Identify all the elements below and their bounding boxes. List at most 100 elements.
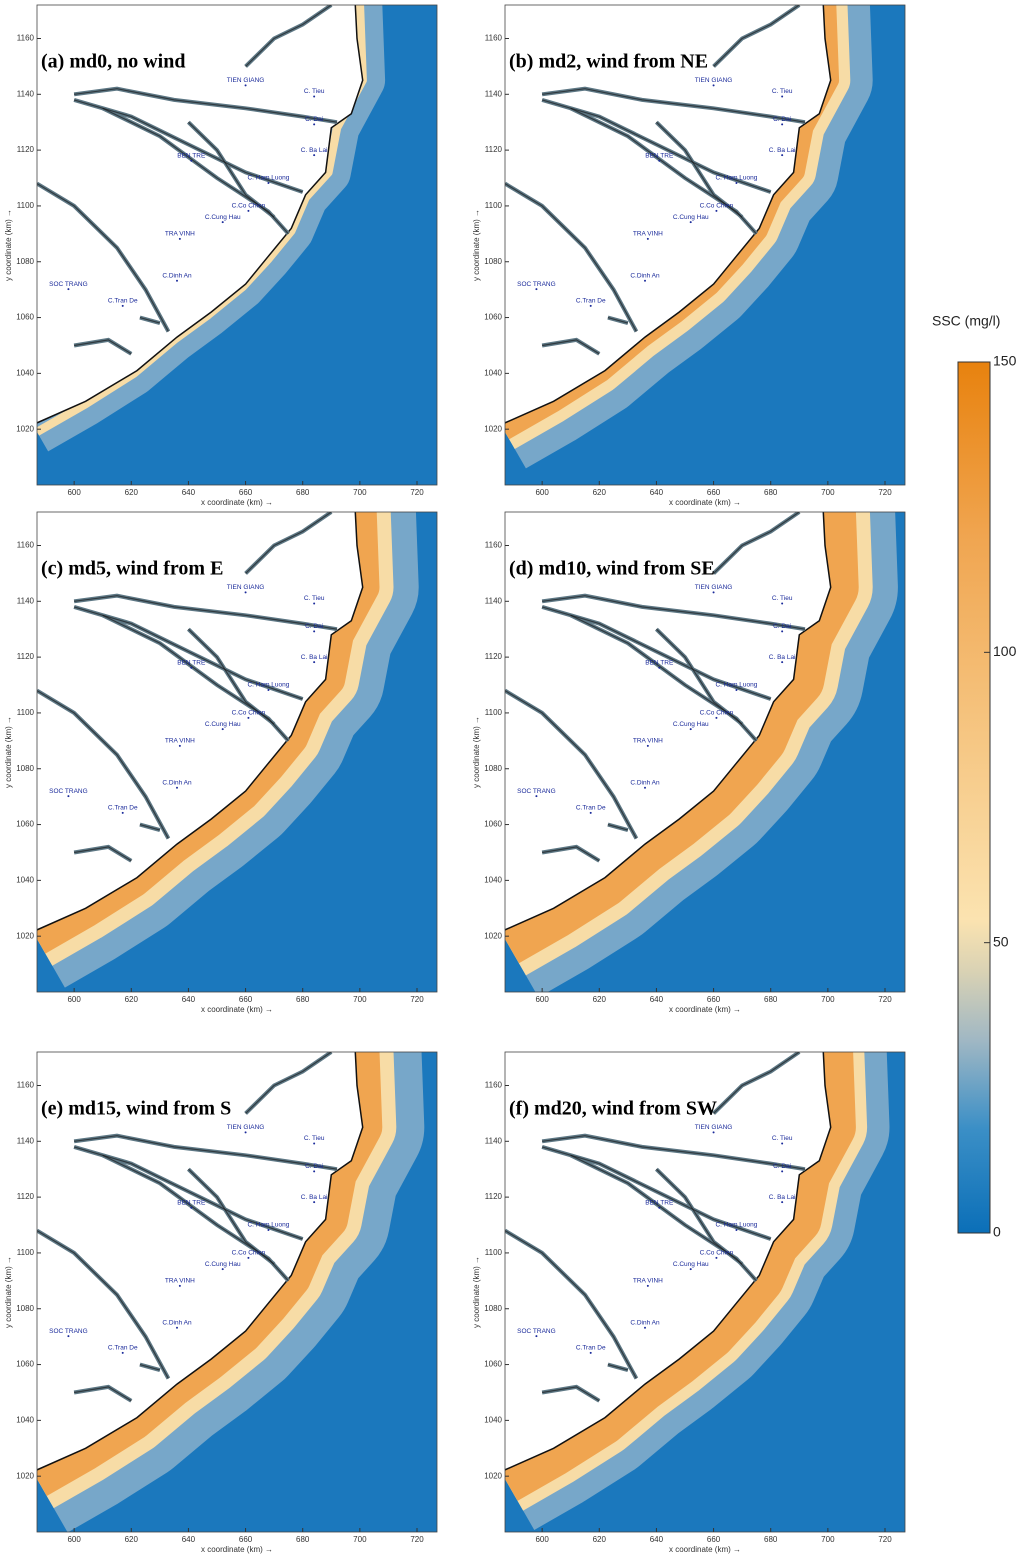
place-dot bbox=[221, 728, 224, 731]
y-tick-label: 1080 bbox=[484, 1304, 502, 1313]
river-bank bbox=[187, 628, 275, 725]
y-axis-label: y coordinate (km) → bbox=[472, 209, 481, 281]
place-label: C. Dai bbox=[773, 116, 791, 123]
place-label: C. Ba Lai bbox=[769, 654, 796, 661]
x-tick-label: 640 bbox=[650, 995, 664, 1004]
y-tick-label: 1060 bbox=[484, 1360, 502, 1369]
place-label: TRA VINH bbox=[165, 1278, 195, 1285]
y-tick-label: 1080 bbox=[16, 764, 34, 773]
place-dot bbox=[121, 1351, 124, 1354]
place-dot bbox=[589, 1351, 592, 1354]
place-dot bbox=[689, 728, 692, 731]
place-label: C.Co Chien bbox=[232, 710, 266, 717]
place-dot bbox=[178, 744, 181, 747]
x-axis-label: x coordinate (km) → bbox=[201, 1545, 273, 1554]
y-tick-label: 1120 bbox=[17, 145, 35, 154]
y-axis-label: y coordinate (km) → bbox=[4, 209, 13, 281]
river-bank bbox=[655, 1168, 743, 1265]
place-dot bbox=[735, 182, 738, 185]
place-dot bbox=[644, 786, 646, 789]
place-label: TIEN GIANG bbox=[227, 584, 265, 591]
x-axis-label: x coordinate (km) → bbox=[669, 498, 741, 507]
place-dot bbox=[658, 1206, 661, 1209]
place-dot bbox=[715, 1256, 718, 1259]
y-tick-label: 1140 bbox=[17, 1136, 35, 1145]
place-dot bbox=[781, 123, 784, 126]
y-tick-label: 1040 bbox=[484, 1415, 502, 1424]
place-label: C. Tieu bbox=[304, 1135, 325, 1142]
place-label: TIEN GIANG bbox=[695, 584, 733, 591]
panel-frame bbox=[36, 511, 438, 993]
place-label: C.Dinh An bbox=[630, 779, 660, 786]
map-area: TIEN GIANG C. Tieu C. Dai BEN TRE C. Ba Lai C… bbox=[37, 1052, 437, 1532]
y-tick-label: 1020 bbox=[484, 1471, 502, 1480]
x-tick-label: 600 bbox=[535, 1535, 549, 1544]
river-bank bbox=[607, 824, 629, 831]
place-dot bbox=[313, 123, 316, 126]
y-tick-label: 1100 bbox=[17, 201, 35, 210]
place-label: C.Cung Hau bbox=[673, 721, 709, 728]
place-label: C. Ba Lai bbox=[769, 147, 796, 154]
place-dot bbox=[190, 159, 193, 162]
place-dot bbox=[313, 154, 316, 157]
y-axis-label: y coordinate (km) → bbox=[4, 1256, 13, 1328]
place-dot bbox=[247, 209, 250, 212]
x-tick-label: 680 bbox=[296, 995, 310, 1004]
colorbar bbox=[957, 361, 991, 1234]
river-bank bbox=[570, 107, 757, 235]
map-area: TIEN GIANG C. Tieu C. Dai BEN TRE C. Ba Lai C… bbox=[37, 512, 437, 992]
place-label: C. Tieu bbox=[304, 595, 325, 602]
place-label: TIEN GIANG bbox=[227, 1124, 265, 1131]
y-tick-label: 1080 bbox=[16, 257, 34, 266]
place-dot bbox=[781, 1142, 784, 1145]
place-label: C. Tieu bbox=[772, 1135, 793, 1142]
place-dot bbox=[313, 661, 316, 664]
land bbox=[505, 1052, 832, 1471]
river-bank bbox=[74, 846, 132, 862]
x-tick-label: 660 bbox=[239, 1535, 253, 1544]
place-label: C.Cung Hau bbox=[205, 721, 241, 728]
y-tick-label: 1140 bbox=[485, 1136, 503, 1145]
place-dot bbox=[781, 602, 784, 605]
place-label: C. Dai bbox=[773, 623, 791, 630]
x-tick-label: 700 bbox=[353, 995, 367, 1004]
river-bank bbox=[37, 183, 169, 332]
river-bank bbox=[541, 1146, 771, 1240]
place-dot bbox=[781, 95, 784, 98]
place-dot bbox=[712, 1131, 715, 1134]
river-bank bbox=[542, 1135, 806, 1170]
y-tick-label: 1040 bbox=[16, 1415, 34, 1424]
place-label: SOC TRANG bbox=[517, 1328, 556, 1335]
place-dot bbox=[658, 159, 661, 162]
x-axis-label: x coordinate (km) → bbox=[669, 1545, 741, 1554]
place-dot bbox=[313, 602, 316, 605]
panel-frame bbox=[36, 1051, 438, 1533]
place-label: C.Cung Hau bbox=[673, 1261, 709, 1268]
place-label: C.Tran De bbox=[108, 298, 138, 305]
place-dot bbox=[715, 716, 718, 719]
river-bank bbox=[542, 595, 806, 630]
river-bank bbox=[542, 88, 806, 123]
river-bank bbox=[37, 1230, 169, 1379]
place-label: C. Dai bbox=[305, 116, 323, 123]
place-dot bbox=[313, 630, 316, 633]
place-label: C. Ham Luong bbox=[247, 682, 289, 689]
place-label: TRA VINH bbox=[633, 738, 663, 745]
y-tick-label: 1140 bbox=[485, 89, 503, 98]
place-dot bbox=[689, 1268, 692, 1271]
map-panel: TIEN GIANG C. Tieu C. Dai BEN TRE C. Ba Lai C… bbox=[4, 1051, 438, 1554]
colorbar-title: SSC (mg/l) bbox=[932, 313, 1000, 329]
river-bank bbox=[607, 1364, 629, 1371]
map-panel: TIEN GIANG C. Tieu C. Dai BEN TRE C. Ba Lai C… bbox=[472, 1051, 906, 1554]
place-label: BEN TRE bbox=[645, 1199, 674, 1206]
place-dot bbox=[267, 1229, 270, 1232]
place-label: C. Ba Lai bbox=[301, 654, 328, 661]
place-label: C. Ba Lai bbox=[301, 1194, 328, 1201]
place-label: SOC TRANG bbox=[49, 281, 88, 288]
place-label: BEN TRE bbox=[177, 659, 206, 666]
place-label: C. Tieu bbox=[304, 88, 325, 95]
y-tick-label: 1060 bbox=[484, 313, 502, 322]
place-dot bbox=[589, 811, 592, 814]
y-tick-label: 1160 bbox=[485, 541, 503, 550]
place-dot bbox=[313, 95, 316, 98]
